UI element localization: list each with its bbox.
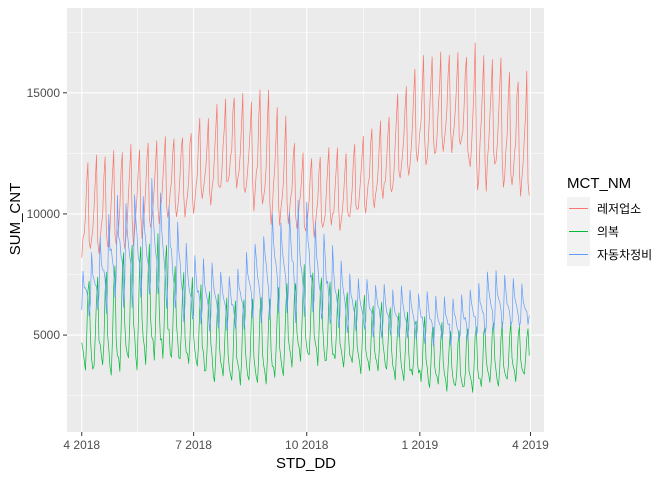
y-tick-label: 5000 (33, 328, 60, 342)
x-axis-title: STD_DD (276, 455, 336, 472)
plot-panel (67, 8, 544, 432)
series-line-1 (81, 233, 530, 393)
y-tick-label: 15000 (27, 86, 61, 100)
x-tick-label: 4 2019 (512, 438, 549, 452)
x-tick-label: 7 2018 (175, 438, 212, 452)
legend-label: 레저업소 (597, 202, 641, 216)
y-axis: 5000 10000 15000 (27, 86, 67, 342)
legend-label: 의복 (597, 225, 619, 239)
series-lines (81, 42, 530, 393)
legend-title: MCT_NM (567, 175, 631, 192)
x-tick-label: 10 2018 (285, 438, 329, 452)
x-axis: 4 2018 7 2018 10 2018 1 2019 4 2019 (63, 432, 549, 452)
legend-label: 자동차정비 (597, 248, 652, 262)
y-axis-title: SUM_CNT (7, 183, 24, 256)
series-line-0 (81, 42, 530, 258)
y-tick-label: 10000 (27, 207, 61, 221)
series-line-2 (81, 178, 530, 347)
x-tick-label: 4 2018 (63, 438, 100, 452)
x-tick-label: 1 2019 (401, 438, 438, 452)
